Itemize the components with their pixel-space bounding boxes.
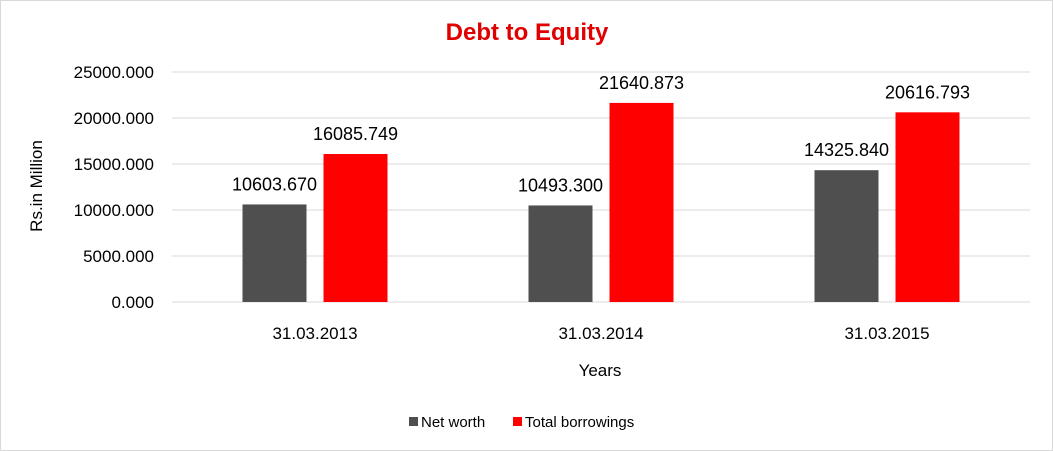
data-label: 10493.300 (518, 175, 603, 195)
bar-net-worth (814, 170, 879, 302)
y-axis-ticks: 0.000 5000.000 10000.000 15000.000 20000.000… (74, 63, 154, 312)
legend: Net worth Total borrowings (409, 414, 634, 431)
y-tick-label: 5000.000 (83, 247, 154, 266)
legend-label: Total borrowings (525, 414, 634, 431)
chart-title: Debt to Equity (446, 19, 609, 46)
legend-swatch (409, 417, 418, 426)
x-tick-label: 31.03.2015 (844, 324, 929, 343)
data-label: 10603.670 (232, 174, 317, 194)
data-label: 14325.840 (804, 140, 889, 160)
x-tick-label: 31.03.2013 (272, 324, 357, 343)
data-label: 20616.793 (885, 82, 970, 102)
y-tick-label: 20000.000 (74, 109, 154, 128)
legend-swatch (513, 417, 522, 426)
x-tick-label: 31.03.2014 (558, 324, 643, 343)
data-label: 21640.873 (599, 73, 684, 93)
data-label: 16085.749 (313, 124, 398, 144)
x-axis-title: Years (579, 361, 622, 380)
bar-net-worth (242, 204, 307, 302)
y-axis-title: Rs.in Million (27, 140, 46, 232)
legend-label: Net worth (421, 414, 485, 431)
bar-net-worth (528, 205, 593, 302)
y-tick-label: 25000.000 (74, 63, 154, 82)
y-tick-label: 0.000 (111, 293, 154, 312)
bar-total-borrowings (323, 154, 388, 302)
gridlines (172, 71, 1030, 257)
x-axis-ticks: 31.03.2013 31.03.2014 31.03.2015 (272, 324, 929, 343)
y-tick-label: 10000.000 (74, 201, 154, 220)
bar-total-borrowings (895, 112, 960, 302)
y-tick-label: 15000.000 (74, 155, 154, 174)
bars (242, 102, 960, 303)
data-labels: 10603.670 16085.749 10493.300 21640.873 1432… (232, 73, 970, 196)
bar-total-borrowings (609, 102, 674, 303)
